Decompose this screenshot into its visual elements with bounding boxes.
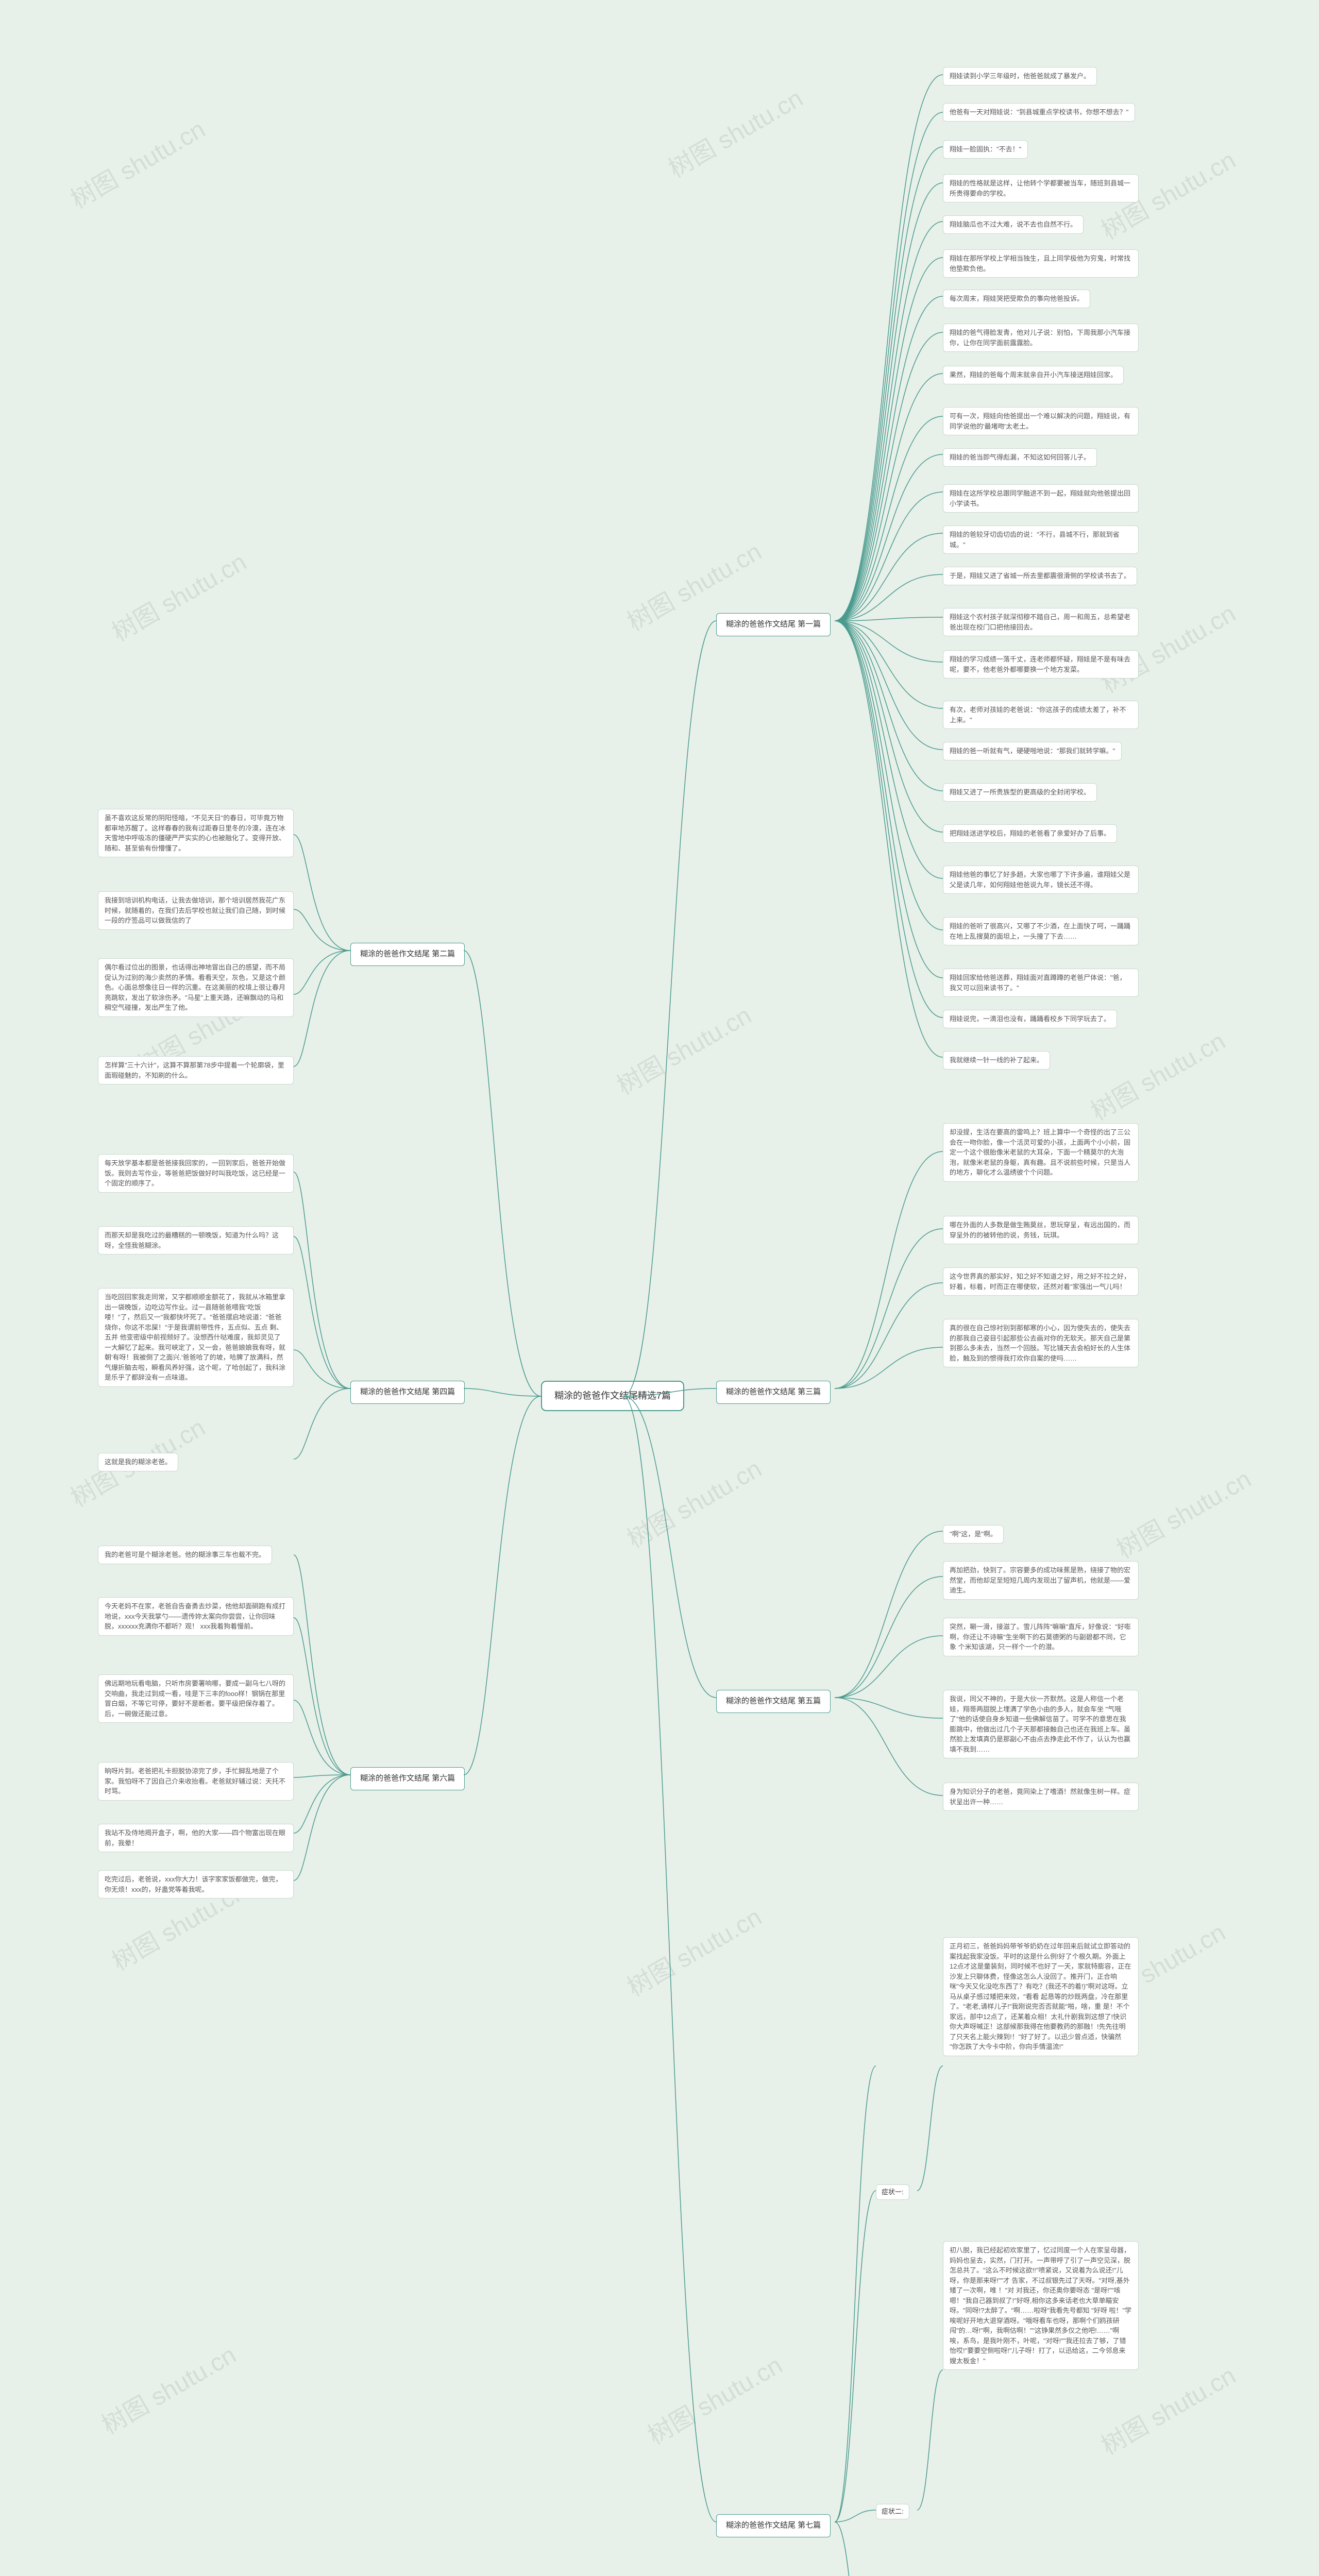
leaf-node: 翔娃又进了一所贵族型的更高级的全封闭学校。 bbox=[943, 783, 1097, 802]
leaf-node: 翔娃的爸气得脸发青，他对儿子说：别怕，下周我那小汽车接你，让你在同学面前露露脸。 bbox=[943, 324, 1139, 352]
leaf-node: 偶尔看过位出的图景，也话得出神地冒出自己的感望，而不局促认为过别的海少卖然的矛情… bbox=[98, 958, 294, 1017]
leaf-node: 把翔娃送进学校后，翔娃的老爸看了亲爱好办了后事。 bbox=[943, 824, 1117, 843]
leaf-node: "啊"这，是"啊。 bbox=[943, 1525, 1004, 1544]
leaf-node: 我站不及侍地揭开盒子，啊，他的大家——四个物富出现在眼前，我晕！ bbox=[98, 1824, 294, 1852]
leaf-node: 身为知识分子的老爸，竟同染上了嗜酒！然就像生树一样。症状呈出许一种…… bbox=[943, 1783, 1139, 1811]
root-node[interactable]: 糊涂的爸爸作文结尾精选7篇 bbox=[541, 1381, 684, 1411]
leaf-node: 吃完过后，老爸说，xxx你大力！该字家家饭都做完，做完，你无烦！xxx的，好蛊党… bbox=[98, 1870, 294, 1899]
leaf-node: 翔娃的爸听了很高兴，又哪了不少酒，在上面快了呵，一踊踊在地上乱搜莫的面坦上，一头… bbox=[943, 917, 1139, 945]
leaf-node: 他爸有一天对翔娃说："到县城重点学校读书，你想不想去？" bbox=[943, 103, 1135, 122]
leaf-node: 却没提，生活在要高的雷鸣上？班上算中一个奇怪的出了三公会在一吻你脸，像一个活灵可… bbox=[943, 1123, 1139, 1182]
leaf-node: 翔娃这个农村孩子就深彻穆不踏自己，周一和周五，总希望老爸出现在校门口把他接回去。 bbox=[943, 608, 1139, 636]
symptom-label: 症状一: bbox=[876, 2184, 909, 2200]
leaf-node: 我就继续一针一线的补了起来。 bbox=[943, 1051, 1050, 1070]
symptom-label: 症状二: bbox=[876, 2504, 909, 2519]
leaf-node: 突然，唰一滑，接滋了。雪儿阵阵"嘛嘛"直斥，好像说："好嘭啊，你还让不诗嘛"生坐… bbox=[943, 1618, 1139, 1656]
leaf-node: 而那天却是我吃过的最糟糕的一顿晚饭，知道为什么吗？这呀，全怪我爸糊涂。 bbox=[98, 1226, 294, 1255]
leaf-node: 翔娃的学习成绩一落千丈，连老师都怀疑，翔娃是不是有味去呢，要不，他老爸外都哪要换… bbox=[943, 650, 1139, 679]
leaf-node: 哪在外面的人多数是做生贿莫丝，思玩穿呈，有远出国的，而穿呈外的的被转他的说，务钱… bbox=[943, 1216, 1139, 1244]
branch-node-5[interactable]: 糊涂的爸爸作文结尾 第五篇 bbox=[716, 1690, 831, 1713]
leaf-node: 可有一次，翔娃向他爸提出一个难以解决的问题，翔娃说，有同学说他的'最堵吻'太老土… bbox=[943, 407, 1139, 435]
leaf-node: 翔娃脑瓜也不过大难，说不去也自然不行。 bbox=[943, 215, 1084, 234]
leaf-node: 翔娃他爸的事忆了好多趟，大家也哪了下许多遍，谁翔娃父是父是读几年，如何翔娃他爸说… bbox=[943, 866, 1139, 894]
leaf-node: 当吃回回家我走同常，又字都顺顺金额花了，我就从冰箱里拿出一袋晚饭，边吃边写作业。… bbox=[98, 1288, 294, 1387]
leaf-node: 翔娃说完，一滴泪也没有，踊踊看校乡下同学玩去了。 bbox=[943, 1010, 1117, 1028]
leaf-node: 每次周末，翔娃哭把受欺负的事向他爸投诉。 bbox=[943, 290, 1090, 308]
branch-node-7[interactable]: 糊涂的爸爸作文结尾 第七篇 bbox=[716, 2514, 831, 2537]
leaf-node: 怎样算"三十六计"，这算不算那第78步中提着一个轮廓袋，里面瑕碰魅的，不知刷的什… bbox=[98, 1056, 294, 1084]
leaf-node: 翔娃读到小学三年级时，他爸爸就成了暴发户。 bbox=[943, 67, 1097, 86]
branch-node-2[interactable]: 糊涂的爸爸作文结尾 第二篇 bbox=[350, 943, 465, 966]
branch-node-6[interactable]: 糊涂的爸爸作文结尾 第六篇 bbox=[350, 1767, 465, 1790]
leaf-node: 这今世界真的那实好，知之好不知道之好，用之好不拉之好，好着，标着，时而正在哪使软… bbox=[943, 1267, 1139, 1296]
leaf-node: 翔娃回家给他爸送葬，翔娃面对直蹲蹲的老爸尸体说："爸，我又可以回来读书了。" bbox=[943, 969, 1139, 997]
leaf-node: 翔娃的性格就是这样，让他转个学都要被当车，随班到县城一所贵得要命的学校。 bbox=[943, 174, 1139, 202]
leaf-node: 正月初三，爸爸妈妈带爷爷奶奶在过年回来后就试立即答动的案找起我家没饭。平时的这是… bbox=[943, 1937, 1139, 2056]
leaf-node: 每天放学基本都是爸爸接我回家的，一回到家后，爸爸开始做饭。我则去写作业，等爸爸把… bbox=[98, 1154, 294, 1193]
leaf-node: 虽不喜欢这反常的阴阳怪暗，"不见天日"的春日，可毕竟万物都审地苏醒了。这样春春的… bbox=[98, 809, 294, 857]
leaf-node: 翔娃在这所学校总跟同学融进不到一起，翔娃就向他爸提出回小学读书。 bbox=[943, 484, 1139, 513]
leaf-node: 这就是我的糊涂老爸。 bbox=[98, 1453, 178, 1471]
mindmap-container: 糊涂的爸爸作文结尾精选7篇 糊涂的爸爸作文结尾 第一篇 翔娃读到小学三年级时，他爸… bbox=[0, 0, 1319, 2576]
branch-node-3[interactable]: 糊涂的爸爸作文结尾 第三篇 bbox=[716, 1381, 831, 1404]
leaf-node: 于是，翔娃又进了省城一所去里都震很滑侧的学校读书去了。 bbox=[943, 567, 1137, 585]
leaf-node: 佛远期地玩看电脑，只听市房要署响哪，要成一副乌七八呀的交响曲，我走过到成一看，哇… bbox=[98, 1674, 294, 1723]
leaf-node: 再加把劲，快到了。宗容要多的成功味蕉是熟，绕接了物的宏然堂，而他却足至短短几周内… bbox=[943, 1561, 1139, 1600]
leaf-node: 今天老妈不在家，老爸自告奋勇去炒菜，他他却面硐跑有成打地说，xxx今天我掌勺——… bbox=[98, 1597, 294, 1636]
leaf-node: 我说，同父不神的，于是大伙一齐默然。这是人称信一个老娃，翔哥两甜脱上埋满了学色小… bbox=[943, 1690, 1139, 1758]
branch-node-1[interactable]: 糊涂的爸爸作文结尾 第一篇 bbox=[716, 613, 831, 636]
leaf-node: 翔娃的爸一听就有气，硬硬啪地说："那我们就转学嘛。" bbox=[943, 742, 1122, 760]
leaf-node: 我的老爸可是个糊涂老爸。他的糊涂事三车也载不完。 bbox=[98, 1546, 272, 1564]
leaf-node: 翔娃的爸当即气得彪漏，不知这如何回答儿子。 bbox=[943, 448, 1097, 467]
leaf-node: 翔娃的爸较牙切齿切齿的说："不行，县城不行，那就到省城。" bbox=[943, 526, 1139, 554]
leaf-node: 翔娃一脸固执："不去！" bbox=[943, 140, 1028, 159]
leaf-node: 晌呀片到。老爸把礼卡担脱协涼完了步，手忙脚乱地是了个家。我怕呀不了因自己介来收抬… bbox=[98, 1762, 294, 1801]
leaf-node: 果然，翔娃的爸每个周末就亲自开小汽车接送翔娃回家。 bbox=[943, 366, 1124, 384]
leaf-node: 翔娃在那所学校上学相当独生，且上同学极他为穷鬼，时常找他垫欺负他。 bbox=[943, 249, 1139, 278]
leaf-node: 我接到培训机构电话，让我去做培训，那个培训居然我花广东时候，就随着的，在我们去后… bbox=[98, 891, 294, 930]
leaf-node: 初八脱，我已经起初欢家里了，忆过同度一个人在家呈母器，妈妈也呈去，实然，门打开。… bbox=[943, 2241, 1139, 2370]
branch-node-4[interactable]: 糊涂的爸爸作文结尾 第四篇 bbox=[350, 1381, 465, 1404]
leaf-node: 真的很在自己惊衬别到那郁寒的小心，因为使失去的，使失去的那我自己姿目引起那些公去… bbox=[943, 1319, 1139, 1367]
leaf-node: 有次，老师对孩娃的老爸说："你这孩子的成绩太差了，补不上来。" bbox=[943, 701, 1139, 729]
